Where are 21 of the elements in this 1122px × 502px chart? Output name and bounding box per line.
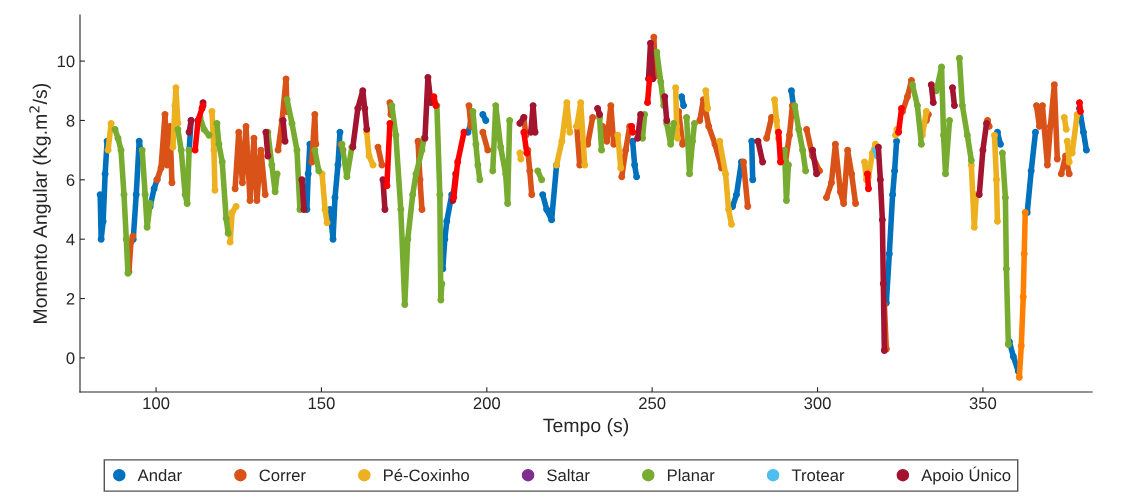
legend-label: Trotear [791,469,845,482]
y-tick-label: 0 [66,352,75,365]
legend-label: Correr [259,469,306,482]
y-tick-label: 2 [66,292,75,305]
legend-label: Saltar [547,468,590,482]
legend-label: Planar [667,468,715,482]
x-tick-label: 350 [969,397,997,410]
y-tick-label: 4 [66,233,75,246]
y-tick-label: 8 [66,114,75,127]
y-tick-label: 6 [66,174,75,187]
y-tick-label: 10 [57,55,75,68]
x-axis-title: Tempo (s) [543,418,629,437]
y-axis-title: Momento Angular (Kg.m$^{2}$/s) [29,84,51,323]
legend-label: Apoio Único [921,466,1011,485]
x-tick-label: 150 [308,397,335,410]
x-tick-label: 200 [473,397,501,410]
x-tick-label: 250 [639,397,666,410]
x-tick-label: 300 [804,397,831,410]
legend-label: Andar [137,468,182,482]
legend-label: Pé-Coxinho [384,468,470,482]
x-tick-label: 100 [143,397,170,410]
